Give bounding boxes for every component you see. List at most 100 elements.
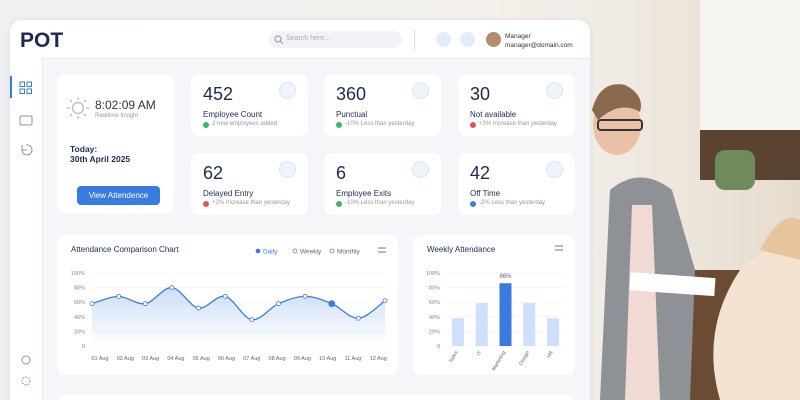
line-point <box>382 298 388 304</box>
sidebar-icons[interactable] <box>18 80 34 180</box>
stat-label: Employee Exits <box>336 189 392 198</box>
x-tick-label: HR <box>546 350 555 360</box>
stat-icon[interactable] <box>412 161 429 178</box>
line-point <box>142 301 148 307</box>
sidebar-bottom-icons[interactable] <box>19 354 33 388</box>
calendar-button[interactable] <box>436 32 451 47</box>
bottom-card <box>57 395 575 400</box>
legend-dot <box>329 248 335 254</box>
y-tick-label: 80% <box>74 286 85 292</box>
y-tick-label: 100% <box>426 271 440 277</box>
bar-value-label: 86% <box>499 274 512 280</box>
bar <box>475 302 488 346</box>
line-point <box>116 293 122 299</box>
bar-chart-title: Weekly Attendance <box>427 245 496 254</box>
divider <box>414 30 415 50</box>
sun-icon <box>67 97 89 119</box>
y-tick-label: 40% <box>429 315 440 321</box>
stat-note: -2% Less than yesterday <box>479 200 546 206</box>
x-tick-label: Sales <box>448 350 460 364</box>
legend-option[interactable]: Daily <box>263 249 278 256</box>
stat-icon[interactable] <box>546 161 563 178</box>
search-placeholder: Search here... <box>286 35 330 42</box>
x-tick-label: 11 Aug <box>345 356 362 362</box>
x-tick-label: 07 Aug <box>243 356 260 362</box>
user-role: Manager <box>505 33 531 40</box>
stat-note: +3% Increase than yesterday <box>479 121 557 127</box>
y-tick-label: 0 <box>82 344 85 350</box>
stat-icon[interactable] <box>279 82 296 99</box>
stat-label: Delayed Entry <box>203 189 254 198</box>
stat-value: 62 <box>203 163 224 183</box>
x-tick-label: 04 Aug <box>167 356 184 362</box>
weekly-card <box>413 235 575 375</box>
notification-button[interactable] <box>460 32 475 47</box>
x-tick-label: 02 Aug <box>117 356 134 362</box>
line-area <box>92 287 385 346</box>
stat-value: 452 <box>203 84 234 104</box>
x-tick-label: 10 Aug <box>319 356 336 362</box>
y-tick-label: 60% <box>429 300 440 306</box>
stat-label: Not available <box>470 110 517 119</box>
stat-icon[interactable] <box>279 161 296 178</box>
line-point <box>89 301 95 307</box>
bar <box>547 318 560 346</box>
stat-note: -10% Less than yesterday <box>345 200 415 206</box>
filter-icons[interactable] <box>378 245 563 253</box>
stat-trend-dot <box>203 201 209 207</box>
stat-trend-dot <box>470 122 476 128</box>
sidebar <box>10 58 43 400</box>
search-box[interactable] <box>268 31 402 48</box>
stat-trend-dot <box>203 122 209 128</box>
y-tick-label: 0 <box>437 344 440 350</box>
stat-note: -10% Less than yesterday <box>345 121 415 127</box>
clock-time: 8:02:09 AM <box>95 98 156 112</box>
y-tick-label: 40% <box>74 315 85 321</box>
x-tick-label: Design <box>518 350 531 367</box>
active-indicator <box>10 76 12 98</box>
stat-trend-dot <box>470 201 476 207</box>
line-point <box>249 317 255 323</box>
line-point <box>328 300 336 308</box>
x-tick-label: 03 Aug <box>142 356 159 362</box>
bar <box>499 283 512 346</box>
view-attendance-button[interactable]: View Attendence <box>77 186 160 205</box>
stat-trend-dot <box>336 201 342 207</box>
y-tick-label: 80% <box>429 286 440 292</box>
legend-dot <box>292 248 298 254</box>
y-tick-label: 20% <box>429 329 440 335</box>
x-tick-label: Marketing <box>491 350 507 372</box>
stat-value: 6 <box>336 163 347 183</box>
avatar[interactable] <box>486 32 501 47</box>
line-point <box>276 301 281 307</box>
search-icon <box>274 35 284 45</box>
legend-option[interactable]: Weekly <box>300 249 322 256</box>
y-tick-label: 60% <box>74 300 85 306</box>
line-point <box>169 285 175 291</box>
x-tick-label: 12 Aug <box>370 356 387 362</box>
x-tick-label: IT <box>476 350 483 357</box>
stat-value: 30 <box>470 84 491 104</box>
stat-trend-dot <box>336 122 342 128</box>
y-tick-label: 100% <box>71 271 85 277</box>
stat-note: +3% Increase than yesterday <box>212 200 290 206</box>
y-tick-label: 20% <box>74 329 85 335</box>
legend-option[interactable]: Monthly <box>337 249 361 256</box>
stat-icon[interactable] <box>546 82 563 99</box>
stat-note: 2 new employees added <box>212 121 278 127</box>
line-point <box>302 293 308 299</box>
line-point <box>222 293 228 299</box>
today-label: Today: <box>70 144 98 154</box>
line-chart-title: Attendance Comparison Chart <box>71 245 179 254</box>
line-point <box>196 305 201 311</box>
stat-icon[interactable] <box>412 82 429 99</box>
x-tick-label: 01 Aug <box>91 356 108 362</box>
stat-label: Employee Count <box>203 110 263 119</box>
logo[interactable]: POT <box>20 29 64 52</box>
x-tick-label: 06 Aug <box>218 356 235 362</box>
bar <box>523 302 536 346</box>
x-tick-label: 08 Aug <box>269 356 286 362</box>
